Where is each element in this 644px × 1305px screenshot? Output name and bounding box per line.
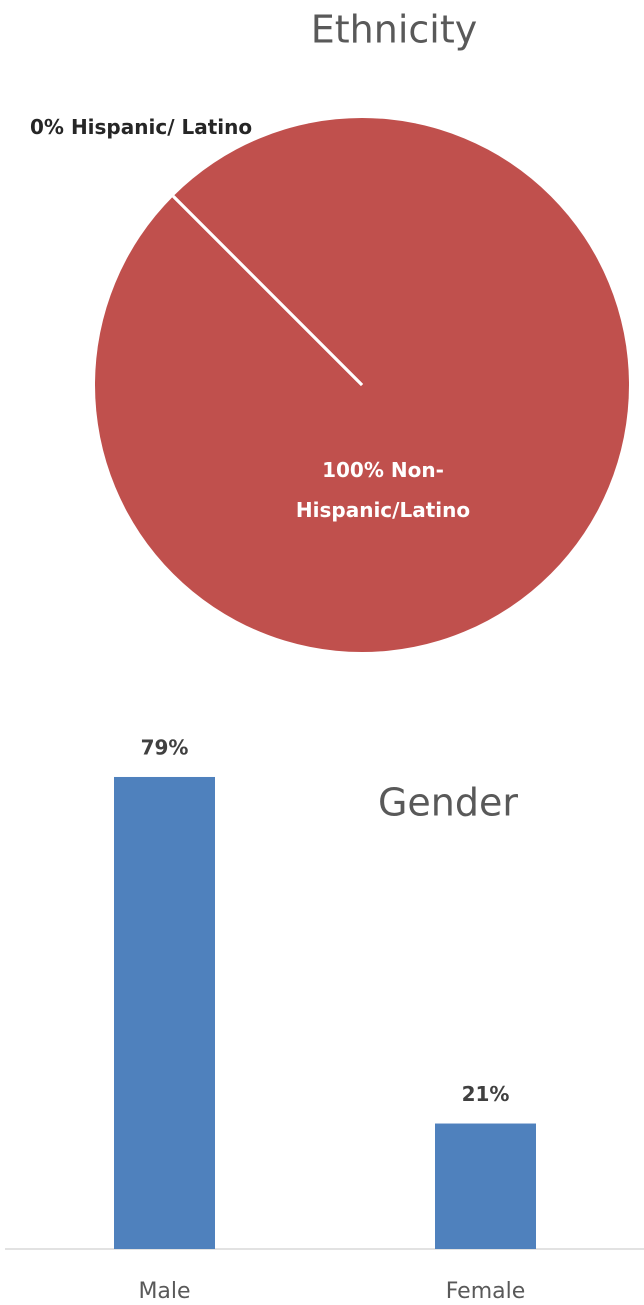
bar <box>114 776 215 1249</box>
value-label: 0% <box>30 115 64 139</box>
x-tick-label: Female <box>446 1279 526 1304</box>
bar <box>435 1123 536 1249</box>
x-tick-label: Male <box>138 1279 190 1304</box>
data-label: 100% Non-Hispanic/Latino <box>273 450 493 530</box>
value-label: 79% <box>141 735 189 759</box>
value-label: 21% <box>462 1082 510 1106</box>
slice-border <box>172 195 364 387</box>
category-label: Hispanic/ Latino <box>70 115 253 139</box>
chart-title: Gender <box>378 781 518 825</box>
value-label: 100% <box>322 458 384 482</box>
category-label: Non-Hispanic/Latino <box>295 458 471 522</box>
chart-title: Ethnicity <box>311 8 477 52</box>
data-label: 0% Hispanic/ Latino <box>20 107 320 147</box>
